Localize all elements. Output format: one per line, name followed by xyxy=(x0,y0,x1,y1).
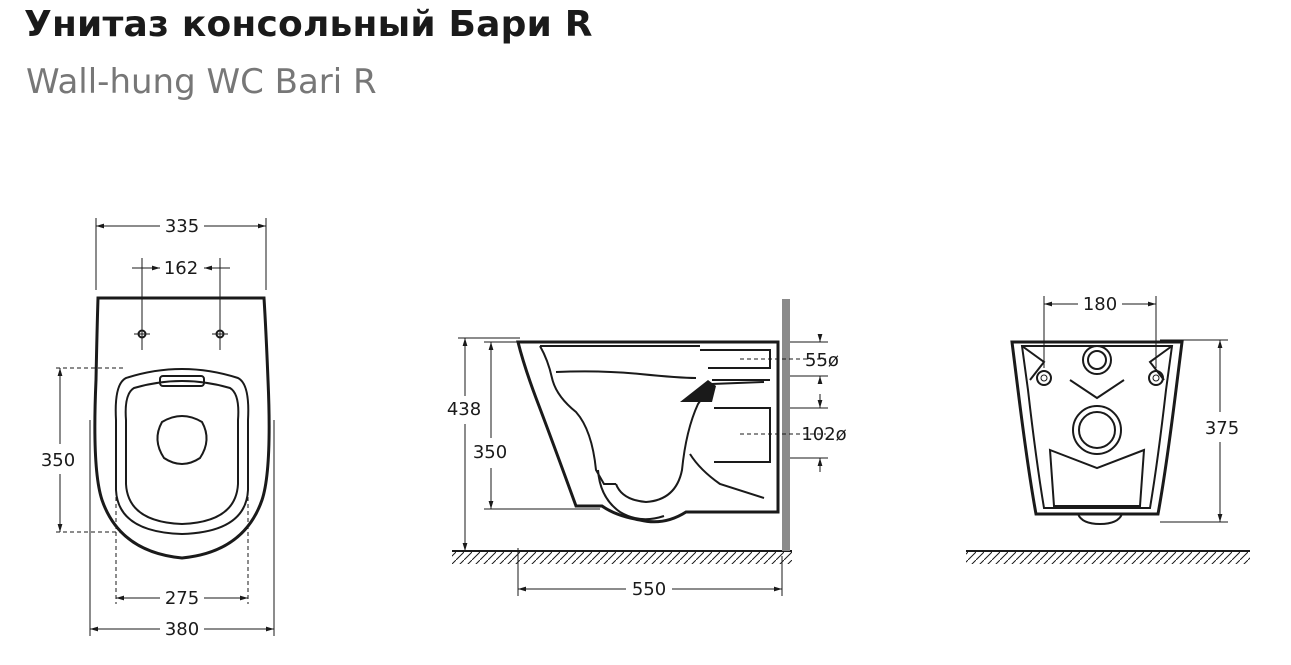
dim-275: 275 xyxy=(165,588,199,609)
dim-350-side: 350 xyxy=(473,442,507,463)
bowl-body-rear xyxy=(1010,340,1184,516)
top-view: 335 162 350 275 380 xyxy=(41,216,275,640)
dim-350-top: 350 xyxy=(41,450,75,471)
bowl-opening xyxy=(156,415,208,465)
dim-55-diameter: 55ø xyxy=(805,350,839,371)
seat-outline xyxy=(114,368,250,536)
dim-180: 180 xyxy=(1083,294,1117,315)
bowl-outline-top xyxy=(93,296,271,560)
dim-102-diameter: 102ø xyxy=(801,424,846,445)
dim-375: 375 xyxy=(1205,418,1239,439)
fixing-hole-right xyxy=(1148,370,1164,386)
fixing-hole-left xyxy=(1036,370,1052,386)
rear-view: 180 375 xyxy=(966,294,1250,564)
inlet-hole xyxy=(1082,345,1112,375)
dim-550: 550 xyxy=(632,579,666,600)
outlet-hole xyxy=(1072,405,1122,455)
side-view: 438 350 55ø 102ø 550 xyxy=(447,299,847,600)
wall xyxy=(782,299,790,551)
page-subtitle: Wall-hung WC Bari R xyxy=(26,62,377,102)
dim-380: 380 xyxy=(165,619,199,640)
dim-162: 162 xyxy=(164,258,198,279)
dim-438: 438 xyxy=(447,399,481,420)
page-title: Унитаз консольный Бари R xyxy=(24,4,593,45)
bowl-body-side xyxy=(516,340,780,524)
dim-335: 335 xyxy=(165,216,199,237)
